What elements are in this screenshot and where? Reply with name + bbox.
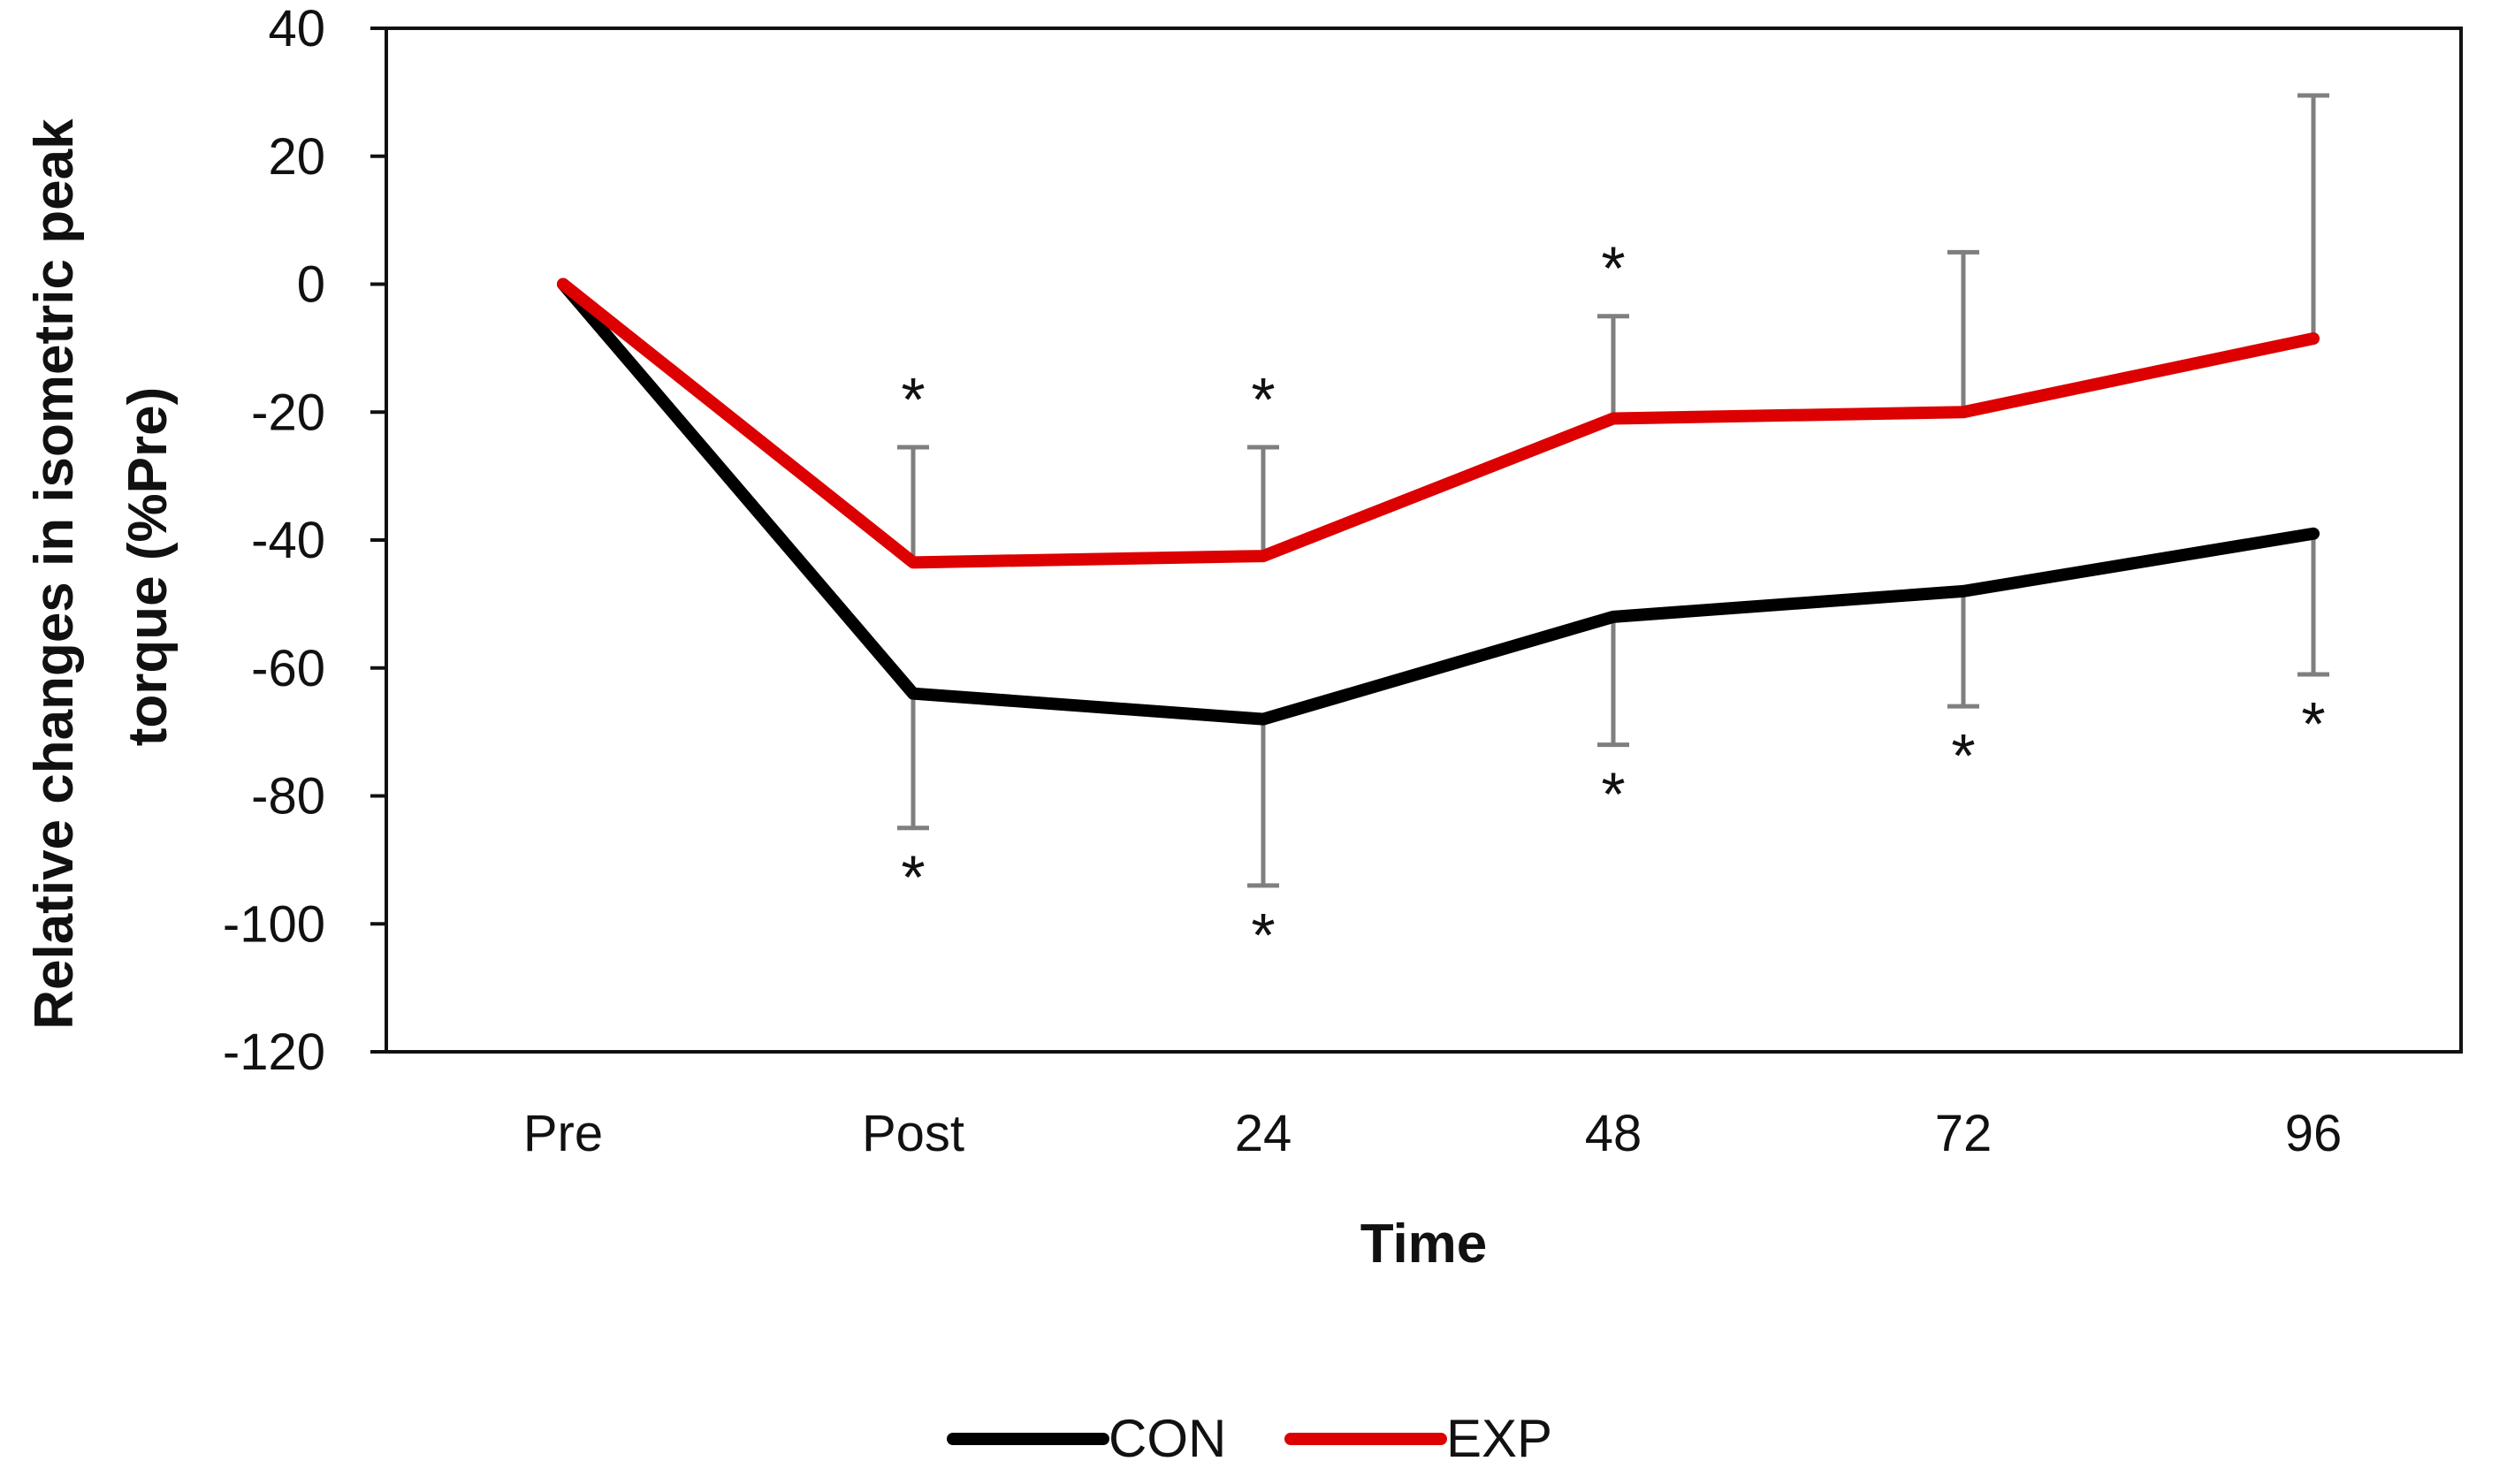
- significance-star-con: *: [1601, 760, 1625, 829]
- y-tick-label: -60: [251, 640, 325, 697]
- y-axis-title-line-2: torque (%Pre): [118, 387, 179, 746]
- error-bars: [897, 93, 2329, 888]
- x-tick-label: 24: [1235, 1105, 1292, 1162]
- x-axis-ticks: Pre Post 24 48 72 96: [523, 1105, 2342, 1162]
- plot-area-frame: [385, 27, 2463, 1054]
- significance-markers: * * * * * * * *: [901, 234, 2325, 970]
- significance-star-con: *: [901, 843, 925, 912]
- y-tick-label: -20: [251, 384, 325, 441]
- significance-star-con: *: [1951, 721, 1975, 790]
- y-axis-ticks: 40 20 0 -20 -40 -60 -80 -100 -120: [223, 0, 386, 1081]
- legend-label-con: CON: [1109, 1409, 1226, 1468]
- x-tick-label: 72: [1935, 1105, 1993, 1162]
- series-lines: [557, 278, 2320, 726]
- significance-star-exp: *: [1601, 234, 1625, 303]
- y-tick-label: -80: [251, 768, 325, 826]
- y-tick-label: -120: [223, 1024, 325, 1081]
- significance-star-con: *: [1251, 901, 1275, 970]
- legend: CON EXP: [947, 1409, 1552, 1468]
- x-tick-label: 48: [1585, 1105, 1642, 1162]
- y-tick-label: -40: [251, 512, 325, 569]
- significance-star-con: *: [2301, 689, 2325, 758]
- significance-star-exp: *: [1251, 365, 1275, 434]
- series-line-exp: [557, 278, 2320, 569]
- y-axis-title: Relative changes in isometric peak torqu…: [24, 103, 179, 1030]
- y-tick-label: 40: [268, 0, 325, 57]
- y-tick-label: 20: [268, 128, 325, 186]
- x-tick-label: 96: [2285, 1105, 2343, 1162]
- x-tick-label: Pre: [523, 1105, 603, 1162]
- y-tick-label: -100: [223, 895, 325, 953]
- legend-label-exp: EXP: [1446, 1409, 1552, 1468]
- y-axis-title-line-1: Relative changes in isometric peak: [24, 118, 85, 1030]
- x-axis-title: Time: [1360, 1214, 1488, 1275]
- x-tick-label: Post: [862, 1105, 964, 1162]
- y-tick-label: 0: [297, 256, 325, 314]
- significance-star-exp: *: [901, 365, 925, 434]
- series-line-con: [557, 278, 2320, 726]
